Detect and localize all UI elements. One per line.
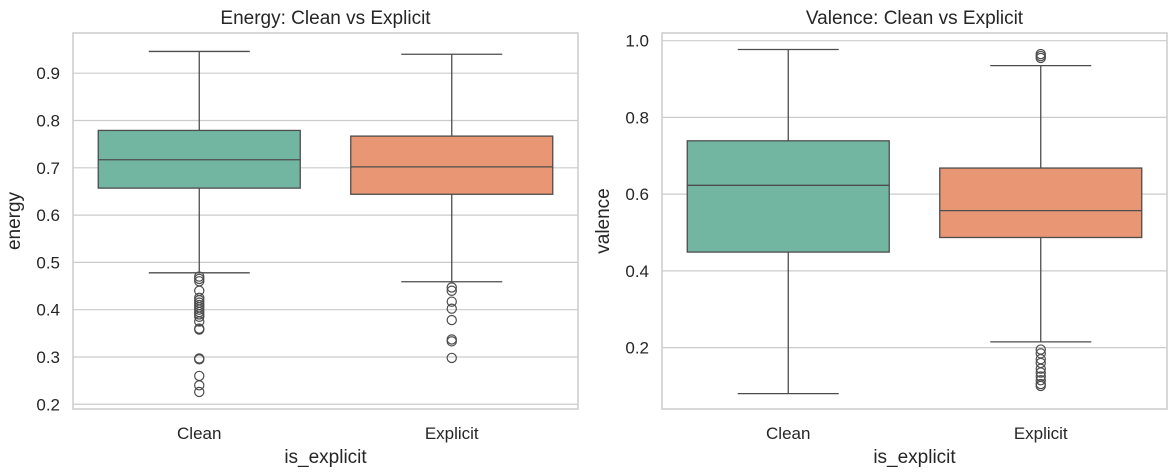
energy-clean-outlier (194, 386, 205, 398)
energy-chart-title: Energy: Clean vs Explicit (220, 8, 431, 29)
energy-xtick-label: Explicit (425, 424, 479, 443)
energy-clean-outlier (194, 354, 205, 365)
valence-ytick-label: 1.0 (625, 32, 649, 51)
energy-ytick-label: 0.2 (36, 395, 60, 414)
energy-ytick-label: 0.4 (36, 301, 60, 320)
valence-xtick-label: Explicit (1014, 424, 1068, 443)
energy-explicit-outlier (446, 336, 457, 347)
energy-explicit-outlier (446, 296, 457, 307)
energy-explicit-outlier (446, 352, 457, 364)
energy-ytick-label: 0.8 (36, 111, 60, 130)
energy-ytick-label: 0.7 (36, 159, 60, 178)
valence-ytick-label: 0.8 (625, 108, 649, 127)
energy-explicit-outlier (446, 314, 457, 326)
energy-axes-frame (72, 32, 579, 410)
energy-clean-outlier (194, 316, 205, 327)
valence-explicit-outlier (1035, 367, 1046, 378)
valence-explicit-outlier (1035, 363, 1046, 374)
valence-explicit-outlier (1035, 375, 1046, 386)
valence-ytick-label: 0.6 (625, 185, 649, 204)
energy-y-axis-title: energy (4, 191, 25, 250)
energy-explicit-outlier (446, 303, 457, 314)
valence-chart: 0.2 0.4 0.6 0.8 1.0 Clean Explicit is_explicit v… (593, 8, 1168, 468)
valence-ytick-label: 0.2 (625, 339, 649, 358)
energy-ytick-label: 0.3 (36, 348, 60, 367)
energy-explicit-outlier (446, 282, 457, 293)
energy-x-axis-title: is_explicit (284, 447, 367, 468)
energy-ytick-label: 0.9 (36, 64, 60, 83)
valence-y-axis-title: valence (593, 188, 614, 254)
valence-clean-box (686, 140, 890, 253)
energy-clean-outlier (194, 311, 205, 322)
energy-chart: 0.2 0.3 0.4 0.5 0.6 0.7 0.8 0.9 Clean Explicit is_… (4, 8, 579, 468)
energy-clean-outlier (194, 380, 205, 391)
valence-chart-title: Valence: Clean vs Explicit (806, 8, 1024, 29)
energy-explicit-outlier (446, 285, 457, 296)
valence-xtick-label: Clean (766, 424, 810, 443)
valence-ytick-label: 0.4 (625, 262, 649, 281)
energy-explicit-box (350, 135, 554, 195)
energy-xtick-label: Clean (177, 424, 221, 443)
valence-explicit-box (939, 167, 1143, 239)
energy-ytick-label: 0.6 (36, 206, 60, 225)
valence-x-axis-title: is_explicit (873, 447, 956, 468)
energy-ytick-label: 0.5 (36, 253, 60, 272)
valence-explicit-outlier (1035, 52, 1046, 64)
energy-clean-outlier (194, 324, 205, 335)
valence-axes-frame (661, 32, 1168, 410)
valence-explicit-outlier (1035, 380, 1046, 392)
